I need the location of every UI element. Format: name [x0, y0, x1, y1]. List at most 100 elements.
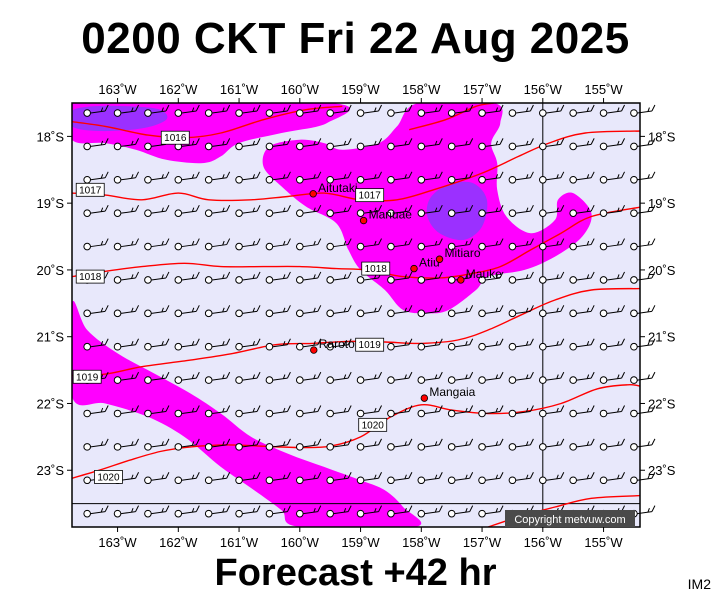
barb-half-feather [161, 307, 164, 313]
barb-staff [424, 143, 440, 147]
barb-station [569, 276, 577, 284]
lat-label-left: 20˚S [37, 263, 65, 278]
barb-staff [606, 377, 622, 381]
wind-barb [387, 204, 413, 217]
barb-feather [256, 204, 261, 212]
wind-barb [569, 271, 595, 284]
barb-station [174, 476, 183, 485]
barb-feather [529, 405, 534, 412]
barb-staff [333, 277, 349, 281]
wind-barb [204, 204, 231, 217]
barb-staff [515, 244, 531, 248]
barb-station [599, 142, 608, 151]
barb-half-feather [191, 307, 195, 313]
barb-station [144, 276, 152, 284]
barb-station [204, 476, 213, 485]
barb-staff [455, 344, 470, 348]
barb-station [599, 342, 608, 351]
barb-station [599, 309, 608, 318]
wind-barb [387, 472, 413, 485]
wind-barb [539, 405, 565, 418]
wind-barb [113, 104, 140, 117]
barb-half-feather [252, 240, 256, 246]
isobar-label-text: 1017 [359, 191, 382, 202]
barb-staff [181, 344, 197, 348]
barb-half-feather [131, 140, 134, 146]
barb-staff [181, 511, 197, 515]
barb-station [356, 175, 365, 184]
island-marker [457, 276, 465, 284]
barb-feather [226, 305, 231, 312]
barb-station [478, 276, 486, 284]
barb-station [539, 342, 547, 351]
wind-barb [326, 371, 352, 384]
isobar-labels: 1016 1017 1017 1018 1018 1019 1019 1020 1020 [72, 130, 391, 484]
barb-station [478, 409, 486, 418]
barb-half-feather [191, 274, 195, 279]
wind-barb [447, 371, 474, 384]
barb-station [113, 342, 122, 351]
barb-feather [135, 204, 140, 212]
barb-station [235, 409, 243, 418]
barb-half-feather [222, 374, 225, 379]
barb-station [204, 109, 213, 117]
wind-barb [478, 438, 504, 451]
barb-half-feather [343, 274, 347, 279]
barb-staff [90, 110, 106, 114]
barb-station [417, 409, 426, 418]
barb-half-feather [434, 307, 438, 313]
barb-staff [485, 210, 501, 214]
barb-feather [165, 204, 170, 212]
barb-half-feather [282, 174, 286, 179]
barb-feather [621, 472, 625, 479]
barb-station [539, 242, 547, 251]
barb-staff [242, 277, 258, 281]
barb-station [478, 242, 486, 251]
barb-half-feather [495, 441, 499, 446]
barb-feather [104, 238, 109, 245]
lat-label-right: 19˚S [648, 196, 676, 211]
wind-barb [174, 338, 200, 351]
barb-station [508, 376, 517, 384]
barb-half-feather [282, 274, 286, 279]
wind-barb [539, 104, 565, 117]
barb-half-feather [222, 474, 225, 479]
wind-barb [235, 271, 261, 284]
barb-staff [212, 277, 227, 281]
barb-half-feather [313, 107, 316, 112]
barb-feather [438, 371, 443, 379]
barb-feather [104, 104, 109, 112]
barb-half-feather [617, 407, 620, 413]
barb-station [296, 476, 304, 485]
barb-station [630, 342, 638, 351]
barb-staff [242, 177, 258, 181]
barb-feather [104, 405, 109, 412]
barb-staff [212, 244, 227, 248]
island-manuae: Manuae [359, 208, 412, 225]
island-atiu: Atiu [410, 256, 440, 273]
barb-feather [165, 405, 170, 412]
barb-feather [104, 271, 109, 279]
wind-barb [447, 271, 474, 284]
barb-feather [347, 104, 352, 112]
wind-barb [144, 104, 170, 117]
barb-feather [408, 505, 413, 512]
barb-half-feather [617, 207, 620, 212]
isobar-1017-2 [72, 130, 640, 202]
barb-feather [499, 271, 504, 279]
barb-station [144, 142, 152, 151]
barb-station [144, 376, 152, 384]
barb-station [539, 309, 547, 318]
barb-feather [195, 338, 200, 345]
barb-station [296, 242, 304, 251]
barb-staff [363, 444, 379, 448]
barb-feather [560, 171, 565, 179]
barb-station [265, 175, 274, 184]
barb-station [599, 209, 608, 217]
barb-staff [363, 477, 379, 481]
barb-station [204, 175, 213, 184]
barb-station [630, 476, 638, 485]
lon-label-top: 157˚W [463, 82, 502, 97]
barb-station [144, 109, 152, 117]
barb-half-feather [404, 274, 407, 279]
